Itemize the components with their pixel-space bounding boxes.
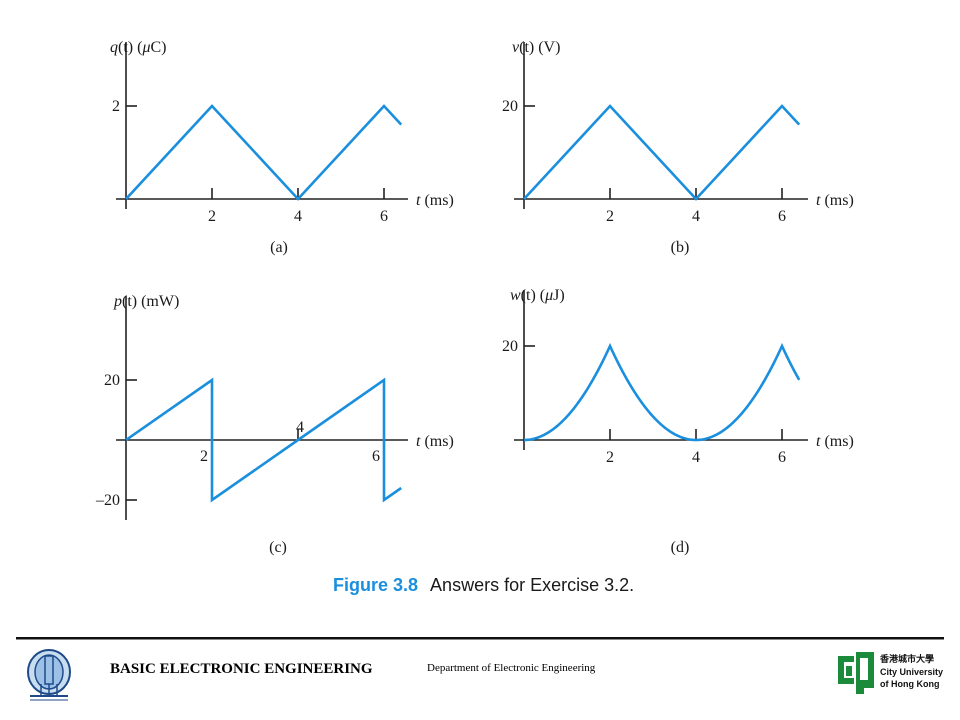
x-tick-label: 2 [606, 449, 614, 466]
figure-caption: Figure 3.8 Answers for Exercise 3.2. [333, 575, 634, 595]
x-axis-label-var: t [416, 192, 421, 209]
y-axis-label-var: w [510, 287, 521, 304]
caption-number: Figure 3.8 [333, 575, 418, 595]
x-tick-label: 6 [380, 208, 388, 225]
y-axis-label-unit-prefix: μ [141, 39, 150, 56]
panel-label: (c) [269, 539, 287, 556]
vacuum-tube-logo-icon [27, 649, 71, 701]
y-axis-label: w(t) (μJ) [510, 287, 565, 304]
caption-text: Answers for Exercise 3.2. [430, 575, 634, 595]
university-name-line1: City University [880, 667, 943, 677]
y-axis-label-rest: (t) ( [521, 287, 545, 304]
x-tick-label: 4 [692, 208, 700, 225]
y-axis-label-unit: C) [150, 39, 166, 56]
series-line [125, 104, 403, 201]
x-tick-label: 6 [778, 208, 786, 225]
x-axis-label: t (ms) [416, 433, 454, 450]
chart-panel-d: 2 4 6 20 w(t) (μJ) t (ms) (d) [502, 287, 854, 556]
x-tick-label: 4 [296, 419, 304, 436]
course-title: BASIC ELECTRONIC ENGINEERING [110, 661, 373, 677]
panel-label: (a) [270, 239, 288, 256]
x-axis-label: t (ms) [816, 433, 854, 450]
y-tick-label: 20 [502, 338, 518, 355]
cityu-logo-icon: 香港城市大學 City University of Hong Kong [838, 652, 943, 694]
y-axis-label-var: v [512, 39, 520, 56]
department-name: Department of Electronic Engineering [427, 662, 596, 674]
y-tick-label: 20 [104, 372, 120, 389]
y-axis-label-var: q [110, 39, 118, 56]
university-name-line2: of Hong Kong [880, 679, 939, 689]
x-tick-label: 4 [692, 449, 700, 466]
y-tick-label: 20 [502, 98, 518, 115]
series-line [523, 104, 801, 201]
y-tick-label: –20 [95, 492, 120, 509]
x-tick-label: 6 [372, 448, 380, 465]
x-axis-label: t (ms) [416, 192, 454, 209]
footer-divider [16, 637, 944, 640]
chart-panel-c: 2 4 6 20 –20 p(t) (mW) t (ms) (c) [95, 293, 454, 556]
y-axis-label-rest: (t) (V) [519, 39, 560, 56]
x-axis-label-var: t [816, 433, 821, 450]
x-axis-label-var: t [416, 433, 421, 450]
x-axis-label-unit: (ms) [824, 192, 853, 209]
y-axis-label-var: p [113, 293, 122, 310]
y-axis-label-unit: J) [553, 287, 565, 304]
y-axis-label-unit-prefix: μ [544, 287, 553, 304]
x-tick-label: 2 [606, 208, 614, 225]
x-axis-label-var: t [816, 192, 821, 209]
panel-label: (d) [671, 539, 690, 556]
y-axis-label-rest: (t) ( [118, 39, 142, 56]
x-tick-label: 4 [294, 208, 302, 225]
series-line [523, 342, 801, 442]
y-axis-label: p(t) (mW) [113, 293, 179, 310]
x-tick-label: 2 [200, 448, 208, 465]
x-tick-label: 2 [208, 208, 216, 225]
university-logo: 香港城市大學 City University of Hong Kong [834, 648, 944, 703]
chart-panel-b: 2 4 6 20 v(t) (V) t (ms) (b) [502, 39, 854, 256]
chart-panel-a: 2 4 6 2 q(t) (μC) t (ms) (a) [110, 39, 454, 256]
x-axis-label-unit: (ms) [424, 433, 453, 450]
y-axis-label: v(t) (V) [512, 39, 560, 56]
y-axis-label-rest: (t) (mW) [122, 293, 179, 310]
department-logo [24, 646, 74, 709]
x-axis-label: t (ms) [816, 192, 854, 209]
y-axis-label: q(t) (μC) [110, 39, 166, 56]
x-axis-label-unit: (ms) [424, 192, 453, 209]
university-name-chinese: 香港城市大學 [879, 653, 934, 664]
panel-label: (b) [671, 239, 690, 256]
x-tick-label: 6 [778, 449, 786, 466]
x-axis-label-unit: (ms) [824, 433, 853, 450]
series-line [125, 377, 402, 503]
y-tick-label: 2 [112, 98, 120, 115]
